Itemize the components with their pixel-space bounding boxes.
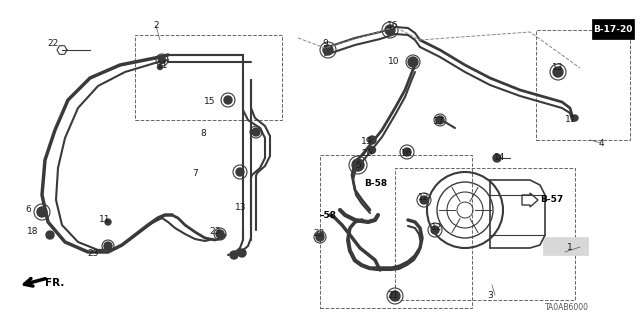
Circle shape	[236, 168, 244, 176]
Text: 9: 9	[322, 39, 328, 48]
Bar	[320, 155, 472, 308]
Text: 3: 3	[487, 291, 493, 300]
Bar	[135, 35, 282, 120]
Text: 1: 1	[567, 242, 573, 251]
Bar	[536, 30, 630, 140]
Circle shape	[403, 148, 411, 156]
Circle shape	[316, 233, 324, 241]
Text: 23: 23	[209, 226, 221, 235]
Text: 17: 17	[433, 116, 445, 125]
Circle shape	[157, 64, 163, 70]
FancyArrow shape	[522, 193, 538, 207]
Circle shape	[37, 207, 47, 217]
Circle shape	[572, 115, 578, 121]
Circle shape	[420, 196, 428, 204]
Circle shape	[224, 96, 232, 104]
Text: 10: 10	[388, 57, 400, 66]
Text: 18: 18	[28, 227, 39, 236]
Text: 8: 8	[200, 129, 206, 137]
FancyBboxPatch shape	[592, 19, 634, 39]
Circle shape	[323, 45, 333, 55]
Circle shape	[104, 242, 112, 250]
Text: 14: 14	[494, 152, 506, 161]
Text: 11: 11	[157, 61, 169, 70]
Text: 15: 15	[204, 97, 216, 106]
Text: 23: 23	[87, 249, 99, 258]
Text: 19: 19	[361, 137, 372, 146]
Text: 13: 13	[552, 63, 564, 72]
Bar	[395, 168, 575, 300]
Circle shape	[368, 136, 376, 144]
Text: TA0AB6000: TA0AB6000	[545, 302, 589, 311]
Text: 16: 16	[387, 21, 399, 31]
Text: 23: 23	[314, 229, 324, 239]
Circle shape	[252, 128, 260, 136]
Circle shape	[408, 57, 418, 67]
Bar	[543, 237, 588, 255]
Text: 2: 2	[153, 21, 159, 31]
Text: 4: 4	[598, 138, 604, 147]
Circle shape	[238, 249, 246, 257]
Circle shape	[385, 25, 395, 35]
Circle shape	[431, 226, 439, 234]
Text: B-58: B-58	[364, 179, 388, 188]
Circle shape	[46, 231, 54, 239]
Circle shape	[436, 116, 444, 124]
Circle shape	[230, 251, 238, 259]
Text: 21: 21	[387, 291, 399, 300]
Circle shape	[216, 230, 224, 238]
Circle shape	[553, 67, 563, 77]
Circle shape	[105, 219, 111, 225]
Text: 11: 11	[99, 216, 111, 225]
Text: 11: 11	[565, 115, 577, 124]
Circle shape	[352, 159, 364, 171]
Text: 12: 12	[419, 194, 429, 203]
Text: 13: 13	[236, 203, 247, 211]
Text: B-17-20: B-17-20	[593, 25, 633, 33]
Text: 12: 12	[431, 224, 443, 233]
Circle shape	[493, 154, 501, 162]
Circle shape	[390, 291, 400, 301]
Text: 22: 22	[47, 39, 59, 48]
Text: 7: 7	[192, 168, 198, 177]
Text: B-57: B-57	[540, 196, 563, 204]
Circle shape	[159, 56, 166, 63]
Text: 5: 5	[355, 161, 361, 170]
Text: 20: 20	[362, 149, 372, 158]
Text: 16: 16	[401, 149, 413, 158]
Text: 6: 6	[25, 205, 31, 214]
Circle shape	[369, 146, 376, 153]
Text: FR.: FR.	[45, 278, 65, 288]
Text: –58: –58	[319, 211, 336, 219]
